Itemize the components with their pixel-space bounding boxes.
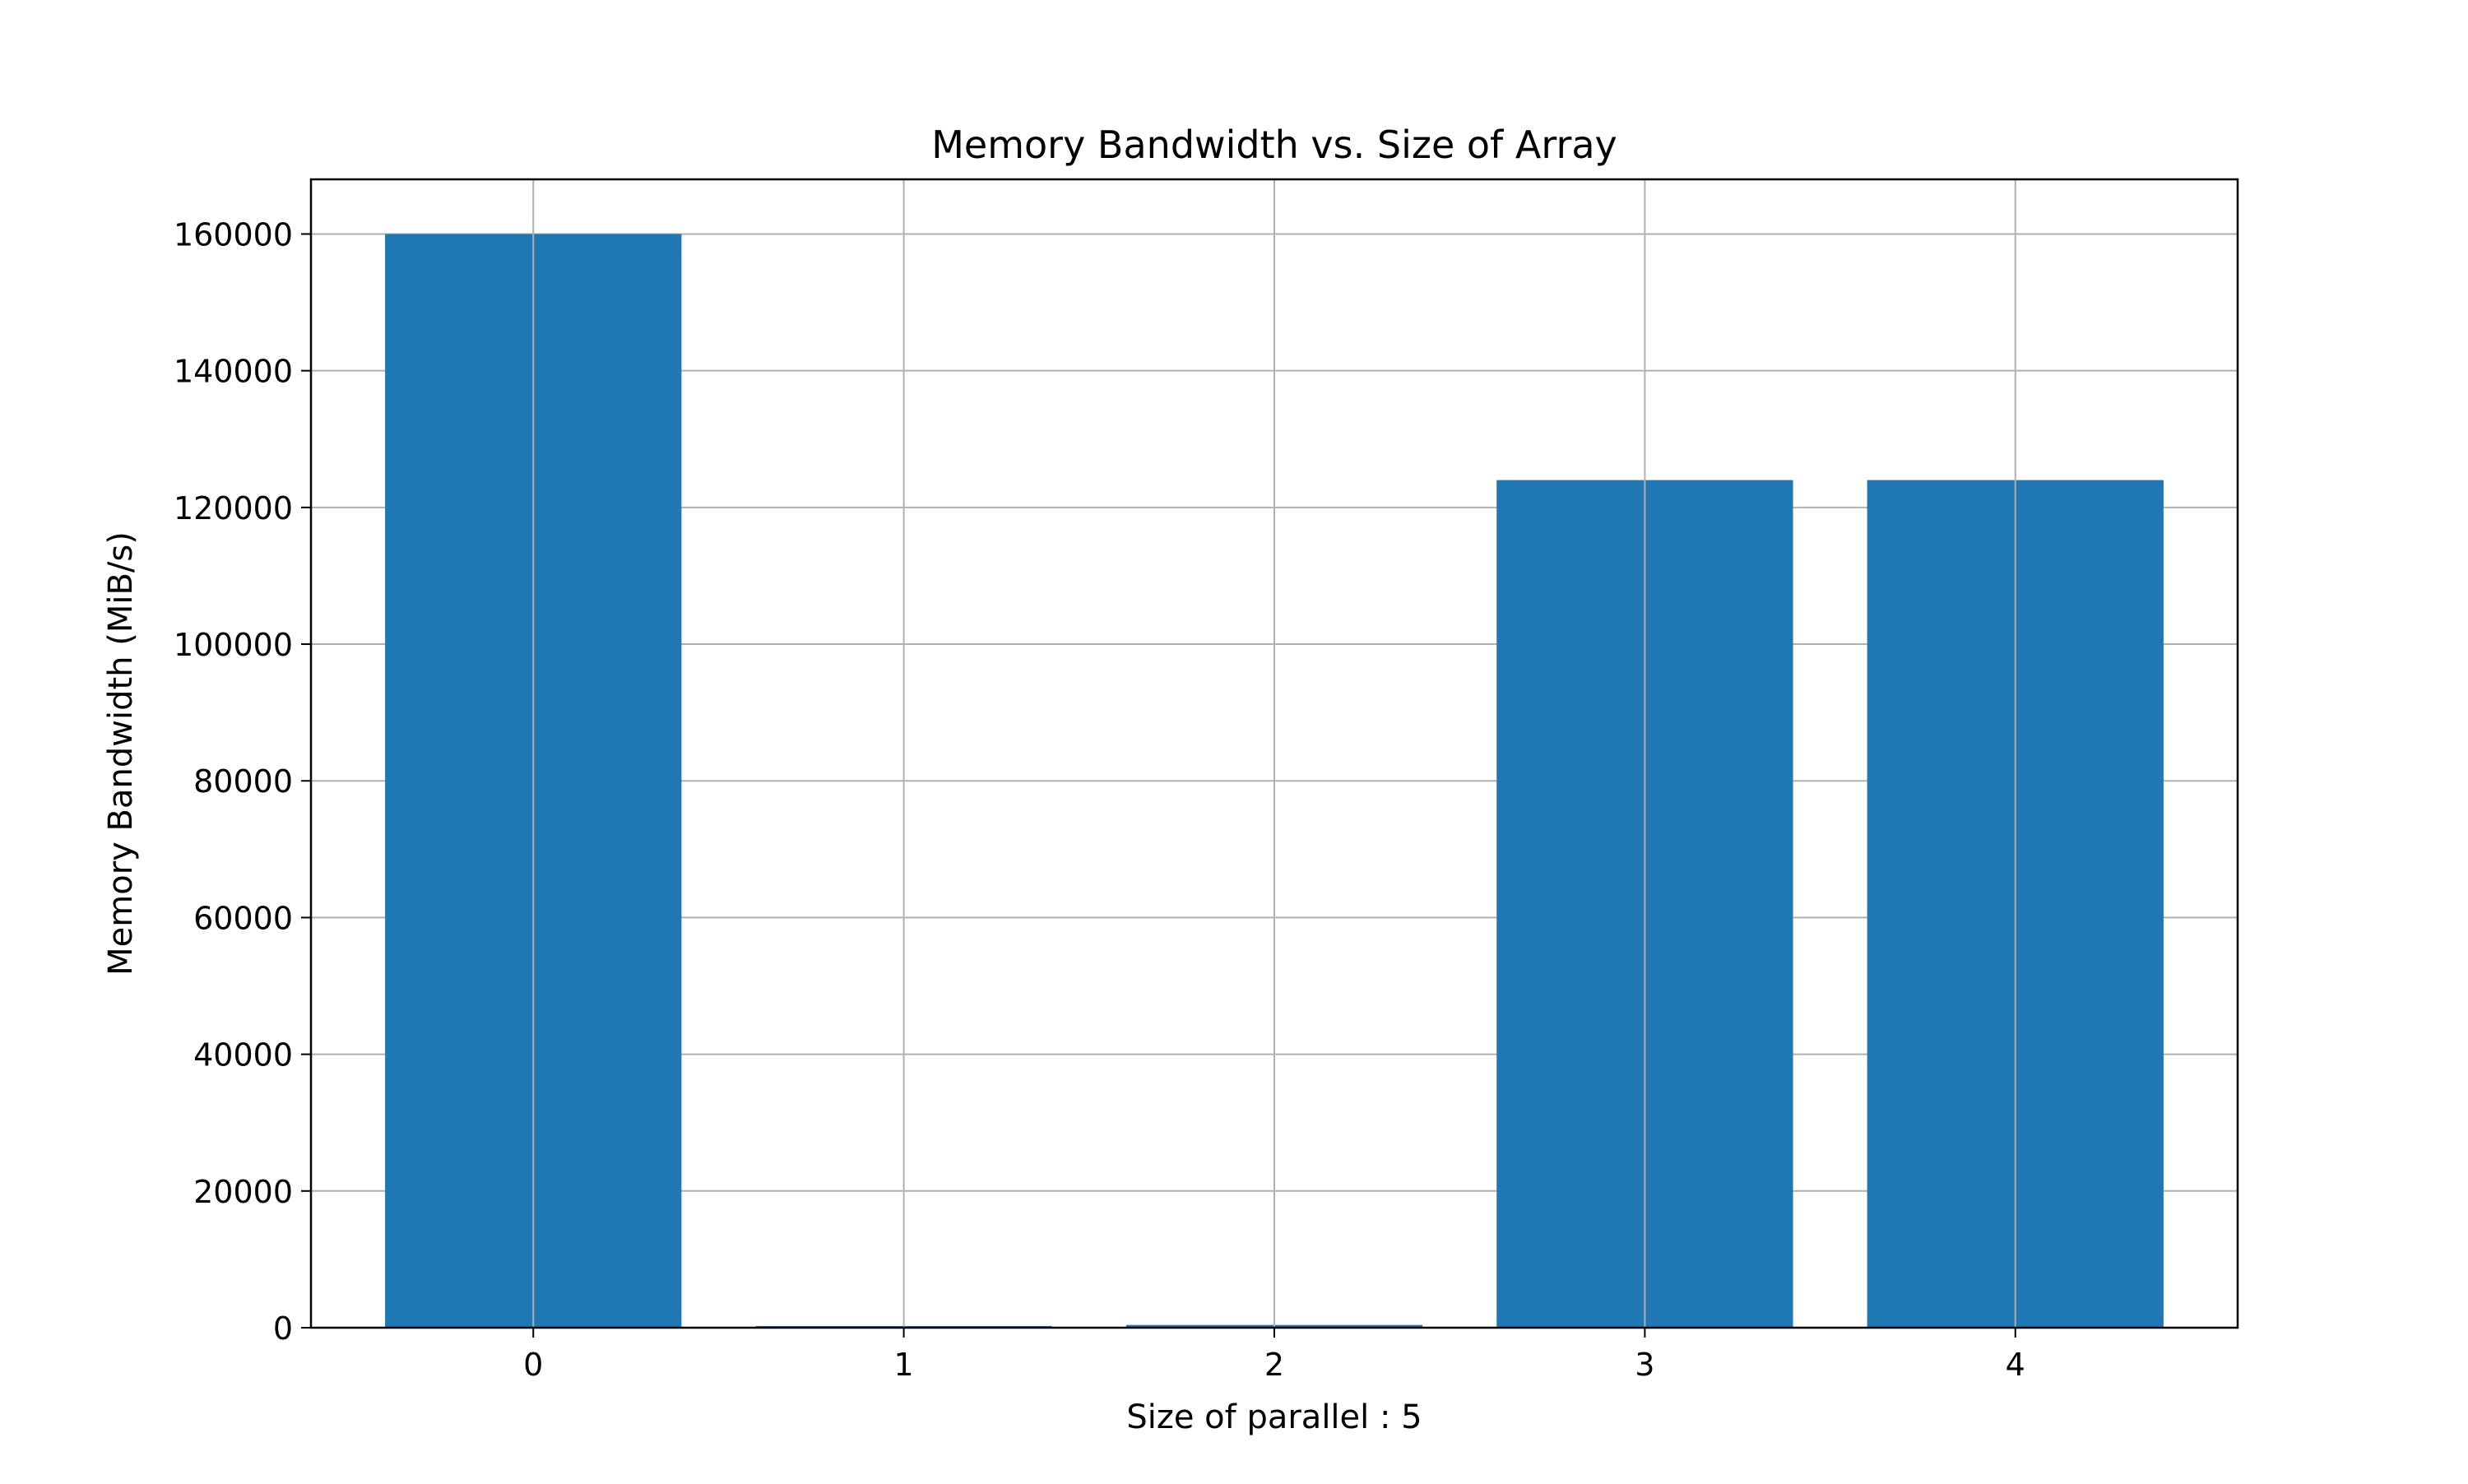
x-tick-label: 3	[1635, 1347, 1654, 1383]
y-tick-label: 80000	[193, 763, 293, 800]
x-axis-label: Size of parallel : 5	[1126, 1398, 1422, 1436]
y-tick-label: 120000	[174, 490, 293, 526]
x-axis-ticks: 0 1 2 3 4	[523, 1328, 2025, 1383]
y-tick-label: 140000	[174, 354, 293, 390]
y-tick-label: 100000	[174, 627, 293, 663]
y-tick-label: 160000	[174, 216, 293, 253]
y-tick-label: 0	[273, 1310, 293, 1347]
x-tick-label: 1	[894, 1347, 914, 1383]
y-axis-label: Memory Bandwidth (MiB/s)	[102, 531, 140, 976]
y-tick-label: 20000	[193, 1174, 293, 1210]
x-tick-label: 2	[1264, 1347, 1284, 1383]
chart-title: Memory Bandwidth vs. Size of Array	[931, 123, 1617, 167]
x-tick-label: 0	[523, 1347, 543, 1383]
y-axis-ticks: 0 20000 40000 60000 80000 100000 120000 140000 1…	[174, 216, 311, 1347]
vertical-grid-lines	[532, 179, 2016, 1328]
x-tick-label: 4	[2006, 1347, 2025, 1383]
y-tick-label: 40000	[193, 1037, 293, 1074]
y-tick-label: 60000	[193, 900, 293, 936]
